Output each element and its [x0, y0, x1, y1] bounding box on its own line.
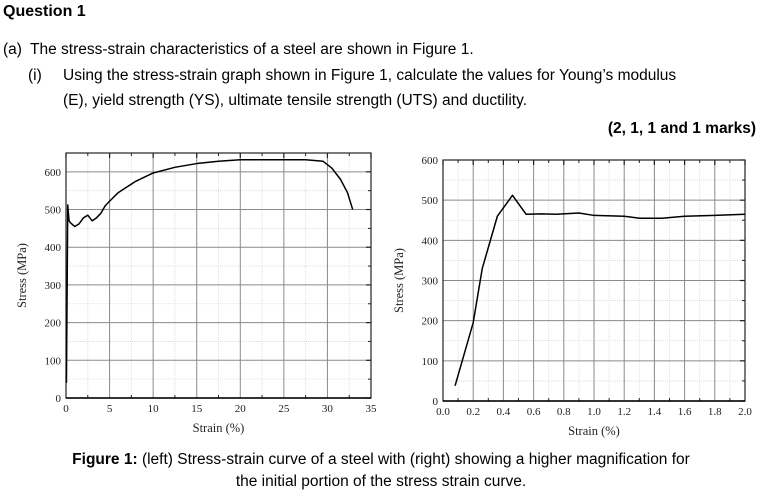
y-tick-label: 0 — [433, 396, 439, 408]
y-tick-label: 400 — [45, 242, 62, 254]
part-a-text: The stress-strain characteristics of a s… — [30, 41, 474, 58]
figure-caption: Figure 1: (left) Stress-strain curve of … — [0, 449, 762, 493]
stress-strain-chart-magnified: 0.0 0.2 0.4 0.6 0.8 1.0 1.2 1.4 1.6 1.8 2.0 0 100 200… — [392, 155, 752, 438]
y-tick-label: 500 — [422, 195, 439, 207]
y-tick-label: 600 — [45, 167, 62, 179]
stress-strain-chart-full: 0 5 10 15 20 25 30 35 0 100 200 300 400 500 600 Strain … — [15, 152, 378, 435]
x-axis-label: Strain (%) — [193, 421, 245, 435]
x-tick-label: 30 — [322, 403, 334, 415]
x-tick-label: 10 — [148, 403, 160, 415]
x-tick-label: 0 — [63, 403, 69, 415]
y-tick-label: 600 — [422, 155, 439, 167]
marks-allocation: (2, 1, 1 and 1 marks) — [607, 120, 756, 137]
x-tick-label: 1.2 — [617, 406, 631, 418]
caption-line1: (left) Stress-strain curve of a steel wi… — [141, 451, 690, 468]
y-tick-label: 100 — [422, 356, 439, 368]
x-tick-label: 0.4 — [497, 406, 511, 418]
x-tick-label: 1.0 — [587, 406, 601, 418]
x-tick-label: 0.2 — [466, 406, 480, 418]
x-tick-label: 2.0 — [738, 406, 752, 418]
x-tick-label: 0.0 — [436, 406, 450, 418]
part-i-line2: (E), yield strength (YS), ultimate tensi… — [63, 92, 528, 109]
x-axis-label: Strain (%) — [568, 424, 620, 438]
data-series-line — [65, 159, 354, 383]
question-title: Question 1 — [3, 3, 86, 20]
caption-line2: the initial portion of the stress strain… — [235, 473, 527, 490]
y-tick-label: 100 — [45, 355, 62, 367]
part-i-line1: Using the stress-strain graph shown in F… — [63, 67, 677, 84]
part-a-label: (a) — [3, 41, 22, 58]
x-tick-label: 0.8 — [557, 406, 571, 418]
y-axis-label: Stress (MPa) — [392, 248, 406, 313]
x-tick-label: 20 — [235, 403, 247, 415]
y-axis-label: Stress (MPa) — [15, 243, 29, 308]
y-tick-label: 200 — [45, 318, 62, 330]
data-series-line — [454, 194, 746, 386]
y-tick-label: 0 — [56, 393, 62, 405]
part-i-label: (i) — [28, 67, 42, 84]
x-tick-label: 5 — [107, 403, 113, 415]
y-tick-label: 500 — [45, 205, 62, 217]
caption-label: Figure 1: — [72, 451, 138, 468]
y-tick-label: 300 — [422, 276, 439, 288]
y-tick-label: 200 — [422, 316, 439, 328]
x-tick-label: 15 — [191, 403, 203, 415]
y-tick-label: 300 — [45, 280, 62, 292]
x-tick-label: 0.6 — [527, 406, 541, 418]
x-tick-label: 1.4 — [648, 406, 662, 418]
y-tick-label: 400 — [422, 235, 439, 247]
x-tick-label: 1.6 — [678, 406, 692, 418]
x-tick-label: 35 — [366, 403, 378, 415]
x-tick-label: 25 — [278, 403, 290, 415]
x-tick-label: 1.8 — [708, 406, 722, 418]
